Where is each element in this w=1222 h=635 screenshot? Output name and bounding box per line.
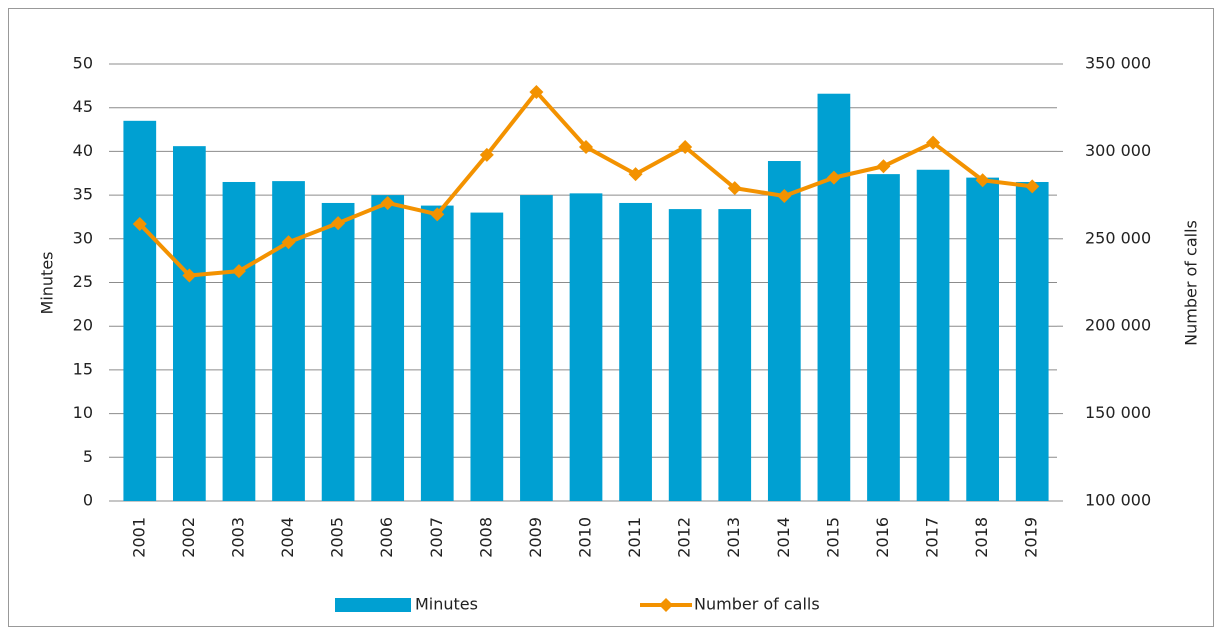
chart-frame xyxy=(8,8,1214,627)
y2-tick-label: 300 000 xyxy=(1085,141,1151,160)
line-marker xyxy=(182,268,197,283)
bar xyxy=(123,120,157,501)
legend-label: Number of calls xyxy=(694,595,820,614)
x-tick-label: 2007 xyxy=(427,517,446,558)
line-marker xyxy=(678,140,693,155)
line-marker xyxy=(727,181,742,196)
y-tick-label: 30 xyxy=(73,228,93,247)
legend-label: Minutes xyxy=(415,595,478,614)
bar xyxy=(272,181,305,501)
y2-tick-label: 350 000 xyxy=(1085,54,1151,73)
line-marker xyxy=(430,207,445,222)
x-tick-label: 2014 xyxy=(774,517,793,558)
x-tick-label: 2015 xyxy=(823,517,842,558)
line-marker xyxy=(579,140,593,155)
bar xyxy=(767,161,801,501)
line-marker xyxy=(331,216,346,231)
bar xyxy=(470,212,504,501)
bar xyxy=(420,205,454,501)
y-tick-label: 25 xyxy=(73,272,93,291)
y-tick-label: 35 xyxy=(73,185,93,204)
bar xyxy=(817,93,851,501)
x-tick-label: 2001 xyxy=(129,517,148,558)
bar xyxy=(520,195,553,501)
x-tick-label: 2016 xyxy=(873,517,892,558)
bar xyxy=(867,174,900,501)
bar xyxy=(321,202,355,501)
y-tick-label: 50 xyxy=(73,54,93,73)
y-tick-label: 40 xyxy=(73,141,93,160)
y2-axis-title: Number of calls xyxy=(1182,220,1201,346)
y-tick-label: 15 xyxy=(73,359,93,378)
y2-tick-label: 250 000 xyxy=(1085,228,1151,247)
x-tick-label: 2017 xyxy=(923,517,942,558)
line-marker xyxy=(132,216,147,231)
bar xyxy=(569,193,603,502)
bar xyxy=(173,146,206,501)
x-tick-label: 2010 xyxy=(576,517,595,558)
bar xyxy=(668,209,702,502)
line-marker xyxy=(231,264,246,279)
y2-tick-label: 200 000 xyxy=(1085,316,1151,335)
x-tick-label: 2006 xyxy=(377,517,396,558)
bar xyxy=(619,202,652,501)
y-tick-label: 20 xyxy=(73,316,93,335)
line-marker xyxy=(876,159,891,174)
legend-marker xyxy=(659,598,673,612)
x-tick-label: 2011 xyxy=(625,517,644,558)
bar xyxy=(718,209,752,502)
line-marker xyxy=(529,84,544,99)
line-marker xyxy=(281,235,296,250)
line-marker xyxy=(777,188,792,203)
line-marker xyxy=(975,173,990,188)
y-tick-label: 10 xyxy=(73,403,93,422)
bar xyxy=(371,195,405,501)
line-marker xyxy=(1025,179,1040,194)
bar xyxy=(222,181,256,502)
x-tick-label: 2002 xyxy=(179,517,198,558)
x-tick-label: 2008 xyxy=(476,517,495,558)
bar xyxy=(1015,181,1049,502)
line-marker xyxy=(926,135,941,150)
y-axis-title: Minutes xyxy=(38,252,57,315)
x-tick-label: 2019 xyxy=(1022,517,1041,558)
y-tick-label: 0 xyxy=(83,491,93,510)
line-marker xyxy=(380,195,395,210)
line-marker xyxy=(826,170,841,185)
line-marker xyxy=(479,147,494,162)
y2-tick-label: 100 000 xyxy=(1085,491,1151,510)
x-tick-label: 2005 xyxy=(328,517,347,558)
x-tick-label: 2012 xyxy=(675,517,694,558)
x-tick-label: 2003 xyxy=(228,517,247,558)
line-marker xyxy=(628,167,643,182)
y2-tick-label: 150 000 xyxy=(1085,403,1151,422)
x-tick-label: 2009 xyxy=(526,517,545,558)
y-tick-label: 45 xyxy=(73,97,93,116)
bar xyxy=(916,169,950,501)
x-tick-label: 2004 xyxy=(278,517,297,558)
y-tick-label: 5 xyxy=(83,447,93,466)
bar xyxy=(966,177,999,501)
x-tick-label: 2018 xyxy=(972,517,991,558)
x-tick-label: 2013 xyxy=(724,517,743,558)
legend-swatch xyxy=(335,598,411,612)
